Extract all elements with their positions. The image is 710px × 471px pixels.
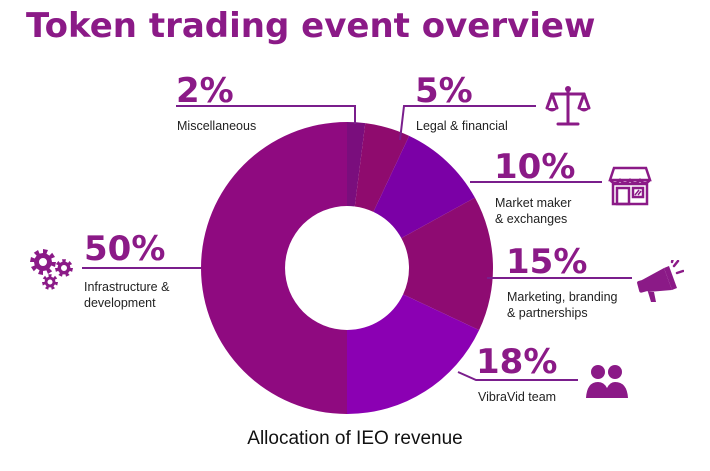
pct-label-infra: 50% (84, 229, 166, 269)
storefront-icon (608, 166, 652, 206)
team-icon (586, 365, 628, 398)
category-label-marketing: Marketing, branding & partnerships (507, 290, 618, 320)
pct-label-team: 18% (476, 342, 558, 382)
slice-infra (201, 122, 347, 414)
pct-label-market: 10% (494, 147, 576, 187)
category-label-market: Market maker & exchanges (495, 196, 572, 226)
page-title: Token trading event overview (26, 6, 596, 46)
category-label-misc: Miscellaneous (177, 119, 257, 133)
slice-misc (347, 122, 366, 207)
scales-icon (545, 86, 591, 126)
pct-label-legal: 5% (415, 71, 473, 111)
category-label-legal: Legal & financial (416, 119, 508, 133)
leader-line-legal (399, 105, 536, 141)
category-label-team: VibraVid team (478, 390, 557, 404)
pct-label-marketing: 15% (506, 242, 588, 282)
slice-team (347, 294, 480, 414)
gears-icon (30, 249, 73, 290)
category-label-infra: Infrastructure & development (84, 280, 170, 310)
megaphone-icon (637, 260, 684, 302)
pct-label-misc: 2% (176, 71, 234, 111)
slice-market (373, 135, 475, 239)
slice-marketing (401, 197, 493, 331)
slice-legal (354, 123, 410, 212)
leader-line-team (457, 371, 578, 381)
chart-caption: Allocation of IEO revenue (247, 428, 463, 449)
leader-line-misc (176, 105, 356, 124)
